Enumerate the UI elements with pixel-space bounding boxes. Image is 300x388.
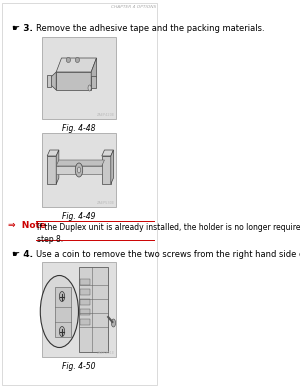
Text: ☛ 3.: ☛ 3. (12, 24, 32, 33)
Text: ZAEP201E: ZAEP201E (96, 351, 115, 355)
Bar (80, 309, 90, 315)
Polygon shape (91, 58, 97, 90)
Bar (80, 289, 90, 295)
Bar (80, 299, 90, 305)
Circle shape (40, 275, 79, 348)
Text: ZAEP530E: ZAEP530E (96, 201, 115, 205)
Bar (42, 262, 116, 357)
Polygon shape (111, 150, 113, 184)
Ellipse shape (75, 57, 80, 62)
Polygon shape (56, 72, 91, 90)
Bar (56, 166, 102, 174)
Text: Fig. 4-48: Fig. 4-48 (62, 124, 96, 133)
Polygon shape (102, 150, 113, 156)
Text: If the Duplex unit is already installed, the holder is no longer required. Go to: If the Duplex unit is already installed,… (37, 223, 300, 244)
Polygon shape (56, 58, 97, 72)
Bar (80, 279, 90, 285)
Bar (55, 286, 71, 336)
Text: ZAEP420E: ZAEP420E (96, 113, 115, 117)
Circle shape (111, 319, 116, 327)
FancyBboxPatch shape (2, 3, 158, 385)
Bar (47, 75, 51, 87)
Text: CHAPTER 4 OPTIONS: CHAPTER 4 OPTIONS (111, 5, 156, 9)
Circle shape (77, 167, 81, 173)
Polygon shape (47, 156, 56, 184)
Polygon shape (56, 160, 104, 166)
Polygon shape (56, 150, 59, 184)
Ellipse shape (66, 57, 70, 62)
Circle shape (88, 85, 91, 91)
Circle shape (59, 326, 65, 336)
Text: Use a coin to remove the two screws from the right hand side of the printer.: Use a coin to remove the two screws from… (36, 250, 300, 259)
Text: Fig. 4-50: Fig. 4-50 (62, 362, 96, 371)
Circle shape (59, 291, 65, 301)
Text: ☛ 4.: ☛ 4. (12, 250, 33, 259)
Polygon shape (47, 150, 59, 156)
Text: Fig. 4-49: Fig. 4-49 (62, 212, 96, 221)
Text: ⇒  Note: ⇒ Note (8, 221, 46, 230)
Bar (91, 76, 97, 88)
Polygon shape (51, 72, 56, 90)
Polygon shape (102, 156, 111, 184)
Text: Remove the adhesive tape and the packing materials.: Remove the adhesive tape and the packing… (36, 24, 265, 33)
Bar (42, 133, 116, 207)
Circle shape (75, 163, 83, 177)
Bar (80, 319, 90, 325)
Bar (79, 267, 108, 352)
Bar (42, 37, 116, 119)
